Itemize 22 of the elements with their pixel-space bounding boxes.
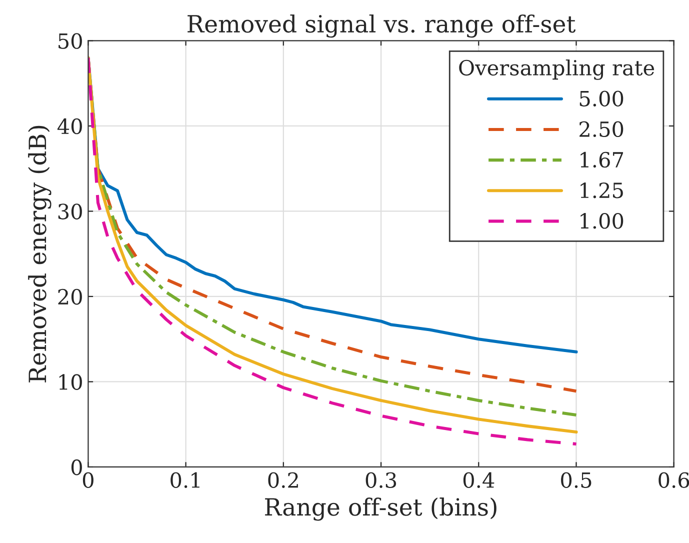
y-axis-title: Removed energy (dB): [28, 126, 52, 382]
legend-label: 1.00: [580, 213, 624, 229]
x-tick-label: 0.4: [463, 472, 494, 488]
y-tick-label: 20: [58, 288, 82, 305]
y-tick-label: 30: [58, 204, 82, 220]
legend-title: Oversampling rate: [459, 59, 654, 80]
y-tick-label: 10: [59, 374, 82, 390]
x-tick-label: 0.3: [366, 472, 396, 488]
x-tick-label: 0: [82, 472, 94, 488]
chart-title: Removed signal vs. range off-set: [188, 14, 576, 38]
x-tick-label: 0.2: [268, 472, 298, 488]
legend-label: 2.50: [580, 121, 624, 138]
y-tick-label: 0: [71, 459, 82, 476]
x-tick-label: 0.5: [561, 472, 592, 488]
x-tick-label: 0.1: [170, 472, 200, 488]
legend-label: 1.25: [580, 182, 623, 198]
x-tick-label: 0.6: [658, 472, 689, 488]
legend-label: 5.00: [580, 90, 624, 106]
y-tick-label: 50: [58, 33, 82, 49]
y-tick-label: 40: [57, 118, 82, 134]
x-axis-title: Range off-set (bins): [265, 498, 496, 521]
legend-label: 1.67: [580, 152, 624, 168]
